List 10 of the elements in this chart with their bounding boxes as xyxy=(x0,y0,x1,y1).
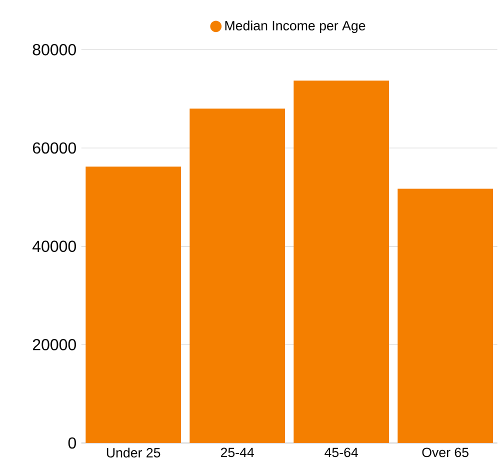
y-tick-label: 40000 xyxy=(32,240,76,252)
x-tick-label: 25-44 xyxy=(220,448,254,458)
y-tick-label: 0 xyxy=(68,437,76,449)
y-tick-label: 20000 xyxy=(32,338,76,350)
legend-label: Median Income per Age xyxy=(225,20,366,34)
x-tick-label: Under 25 xyxy=(106,448,160,458)
y-tick-label: 60000 xyxy=(32,142,76,154)
x-tick-label: 45-64 xyxy=(324,448,358,458)
x-tick-label: Over 65 xyxy=(422,448,468,458)
y-tick-label: 80000 xyxy=(32,44,76,56)
